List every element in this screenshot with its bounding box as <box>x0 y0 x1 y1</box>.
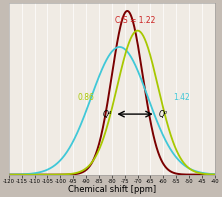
Text: C/S = 1.22: C/S = 1.22 <box>115 16 155 25</box>
Text: Q⁴: Q⁴ <box>103 110 112 119</box>
Text: 0.86: 0.86 <box>78 93 95 102</box>
X-axis label: Chemical shift [ppm]: Chemical shift [ppm] <box>68 185 156 194</box>
Text: Q⁰: Q⁰ <box>158 110 167 119</box>
Text: 1.42: 1.42 <box>173 93 190 102</box>
